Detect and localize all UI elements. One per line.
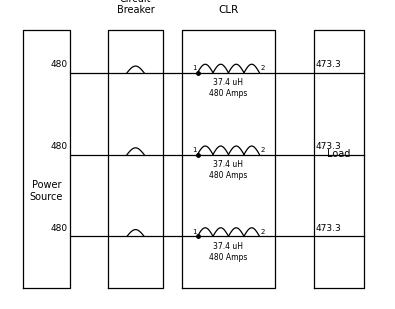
Text: Power
Source: Power Source <box>30 180 63 202</box>
Text: 1: 1 <box>192 147 196 153</box>
Text: Load: Load <box>327 150 350 159</box>
Text: 37.4 uH: 37.4 uH <box>213 78 243 87</box>
Text: 480 Amps: 480 Amps <box>209 171 248 180</box>
Text: Circuit
Breaker: Circuit Breaker <box>117 0 154 15</box>
Text: 2: 2 <box>261 147 265 153</box>
Text: 2: 2 <box>261 65 265 71</box>
Text: 473.3: 473.3 <box>316 60 341 69</box>
Text: 37.4 uH: 37.4 uH <box>213 242 243 251</box>
Text: 480: 480 <box>51 142 68 151</box>
Text: 37.4 uH: 37.4 uH <box>213 160 243 169</box>
Text: 473.3: 473.3 <box>316 224 341 233</box>
Text: CLR: CLR <box>218 5 239 15</box>
Text: 480 Amps: 480 Amps <box>209 89 248 98</box>
Text: 480 Amps: 480 Amps <box>209 253 248 262</box>
Text: 473.3: 473.3 <box>316 142 341 151</box>
Text: 1: 1 <box>192 229 196 235</box>
Text: 2: 2 <box>261 229 265 235</box>
Text: 480: 480 <box>51 60 68 69</box>
Text: 1: 1 <box>192 65 196 71</box>
Text: 480: 480 <box>51 224 68 233</box>
